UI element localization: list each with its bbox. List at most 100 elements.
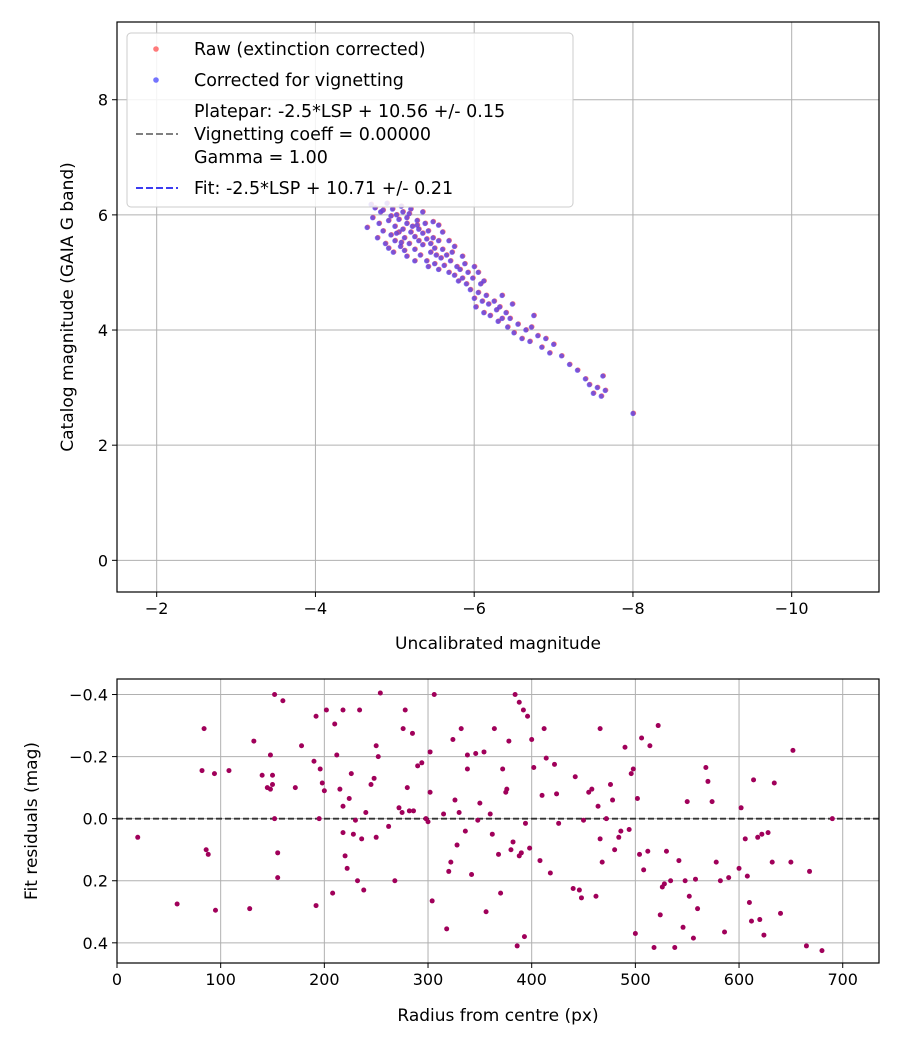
- corrected-point: [511, 330, 517, 336]
- corrected-point: [451, 243, 457, 250]
- corrected-point: [459, 275, 465, 281]
- corrected-point: [406, 211, 412, 217]
- residual-point: [392, 878, 398, 884]
- residual-point: [618, 828, 624, 834]
- residual-point: [491, 726, 497, 732]
- residual-point: [522, 820, 528, 826]
- corrected-point: [425, 264, 431, 270]
- residual-point: [498, 890, 504, 896]
- corrected-point: [630, 410, 636, 417]
- residual-point: [272, 692, 278, 698]
- corrected-point: [485, 301, 492, 307]
- residual-point: [755, 834, 761, 840]
- residual-point: [570, 886, 576, 892]
- corrected-point: [439, 246, 446, 253]
- corrected-point: [439, 229, 446, 235]
- y-tick-label: −0.4: [69, 686, 108, 705]
- residual-point: [746, 899, 752, 905]
- corrected-point: [389, 206, 396, 212]
- residual-point: [726, 875, 732, 881]
- residual-point: [514, 943, 520, 949]
- residual-point: [651, 944, 657, 950]
- corrected-point: [409, 223, 415, 229]
- top-y-axis-label: Catalog magnitude (GAIA G band): [58, 162, 78, 452]
- corrected-point: [388, 213, 394, 219]
- residual-point: [469, 872, 475, 878]
- corrected-point: [504, 324, 511, 330]
- residual-point: [632, 931, 638, 937]
- residual-point: [690, 935, 696, 941]
- corrected-point: [427, 241, 434, 247]
- x-tick-label: 600: [724, 970, 755, 989]
- corrected-point: [457, 266, 463, 273]
- corrected-point: [374, 235, 380, 241]
- corrected-point: [412, 246, 418, 253]
- corrected-point: [406, 241, 412, 247]
- bottom-axis-ticks: 0 100 200 300 400 500 600 700 −0.4 −0.2 0.0 0.2 0.4: [69, 686, 858, 989]
- residual-point: [819, 948, 825, 954]
- residual-point: [272, 816, 278, 822]
- corrected-point: [558, 353, 565, 359]
- residual-point: [504, 786, 510, 792]
- residual-point: [713, 859, 719, 865]
- residual-point: [751, 777, 757, 783]
- corrected-point: [430, 219, 436, 225]
- corrected-point: [404, 215, 410, 221]
- residual-point: [313, 903, 319, 909]
- y-tick-label: 0.0: [83, 810, 108, 829]
- corrected-point: [385, 245, 392, 251]
- residual-point: [597, 836, 603, 842]
- residual-point: [371, 775, 377, 781]
- corrected-point: [393, 230, 399, 236]
- corrected-point: [447, 258, 453, 264]
- residual-point: [368, 782, 374, 788]
- legend-platepar-text-3: Gamma = 1.00: [194, 148, 328, 168]
- residual-point: [330, 890, 336, 896]
- corrected-point: [431, 245, 438, 251]
- corrected-point: [400, 209, 406, 215]
- residual-point: [612, 847, 618, 853]
- corrected-point: [487, 313, 493, 319]
- residual-point: [344, 865, 350, 871]
- residual-point: [332, 721, 338, 727]
- residual-point: [603, 816, 609, 822]
- corrected-point: [414, 222, 420, 228]
- residual-point: [483, 909, 489, 915]
- corrected-point: [471, 295, 477, 301]
- corrected-point: [427, 249, 434, 255]
- residual-point: [357, 707, 363, 713]
- residual-point: [521, 934, 527, 940]
- corrected-point: [443, 252, 450, 258]
- residual-point: [337, 786, 343, 792]
- corrected-point: [401, 235, 407, 241]
- residual-point: [520, 707, 526, 713]
- residual-point: [742, 836, 748, 842]
- y-tick-label: 8: [98, 91, 108, 110]
- corrected-point: [509, 301, 515, 307]
- residual-point: [462, 828, 468, 834]
- residual-point: [316, 816, 322, 822]
- residual-point: [441, 811, 447, 817]
- residual-point: [639, 735, 645, 741]
- corrected-point: [531, 313, 537, 319]
- residual-point: [576, 887, 582, 893]
- x-tick-label: 400: [516, 970, 547, 989]
- corrected-point: [479, 298, 485, 304]
- residual-point: [738, 805, 744, 811]
- residual-point: [427, 749, 433, 755]
- residual-point: [340, 707, 346, 713]
- corrected-point: [543, 336, 549, 342]
- legend-platepar-text-1: Platepar: -2.5*LSP + 10.56 +/- 0.15: [194, 102, 505, 122]
- corrected-point: [408, 229, 414, 235]
- residual-point: [386, 823, 392, 829]
- x-tick-label: 100: [205, 970, 236, 989]
- residual-point: [251, 738, 257, 744]
- corrected-point: [481, 310, 487, 316]
- residual-point: [373, 834, 379, 840]
- residual-point: [292, 785, 298, 791]
- residual-point: [450, 737, 456, 743]
- residual-point: [464, 766, 470, 772]
- residual-point: [199, 768, 205, 774]
- residual-point: [518, 850, 524, 856]
- residual-point: [637, 851, 643, 857]
